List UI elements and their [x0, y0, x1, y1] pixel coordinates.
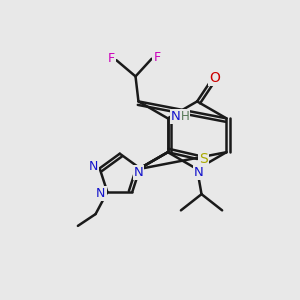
Text: F: F [107, 52, 115, 65]
Text: H: H [181, 110, 189, 123]
Text: S: S [199, 152, 208, 166]
Text: O: O [209, 71, 220, 85]
Text: N: N [88, 160, 98, 173]
Text: N: N [171, 110, 181, 123]
Text: N: N [194, 166, 203, 179]
Text: F: F [153, 51, 161, 64]
Text: N: N [134, 166, 143, 179]
Text: N: N [96, 187, 106, 200]
